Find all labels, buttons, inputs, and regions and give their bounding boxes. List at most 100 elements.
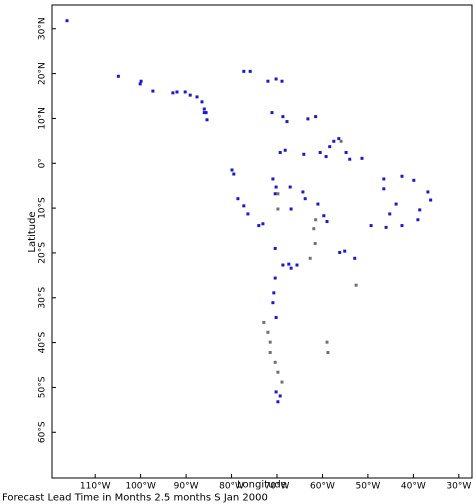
grid-point	[276, 192, 280, 196]
grid-point	[271, 177, 275, 181]
grid-point	[412, 178, 416, 182]
grid-point	[313, 242, 317, 246]
grid-point	[318, 151, 322, 155]
grid-point	[369, 224, 373, 228]
grid-point	[314, 218, 318, 222]
y-tick-label: 10°N	[38, 107, 48, 130]
x-tick-label: 40°W	[401, 482, 426, 492]
y-tick-label: 50°S	[38, 376, 48, 398]
grid-point	[283, 148, 287, 152]
y-tick-label: 30°S	[38, 287, 48, 309]
grid-point	[248, 69, 252, 73]
grid-point	[429, 198, 433, 202]
grid-point	[354, 283, 358, 287]
x-tick-label: 50°W	[355, 482, 380, 492]
x-tick-label: 60°W	[310, 482, 335, 492]
grid-point	[281, 115, 285, 119]
y-tick-label: 10°S	[38, 197, 48, 219]
grid-point	[348, 157, 352, 161]
y-axis-label: Latitude	[27, 211, 38, 252]
y-tick-label: 0°	[38, 158, 48, 168]
grid-point	[328, 145, 332, 149]
grid-point	[276, 207, 280, 211]
x-tick-label: 100°W	[125, 482, 156, 492]
y-tick-label: 20°N	[38, 62, 48, 85]
grid-point	[416, 218, 420, 222]
grid-point	[273, 276, 277, 280]
grid-point	[326, 350, 330, 354]
grid-point	[278, 151, 282, 155]
grid-point	[202, 111, 206, 115]
grid-point	[65, 19, 69, 23]
grid-point	[272, 291, 276, 295]
grid-point	[426, 190, 430, 194]
grid-point	[268, 340, 272, 344]
grid-point	[236, 197, 240, 201]
grid-point	[339, 139, 343, 143]
y-tick-label: 40°S	[38, 331, 48, 353]
grid-point	[344, 151, 348, 155]
grid-point	[280, 79, 284, 83]
x-tick-label: 70°W	[265, 482, 290, 492]
x-tick-label: 80°W	[219, 482, 244, 492]
grid-point	[266, 330, 270, 334]
grid-point	[274, 390, 278, 394]
grid-point	[242, 204, 246, 208]
grid-point	[324, 155, 328, 159]
grid-point	[266, 79, 270, 83]
grid-point	[139, 79, 143, 83]
x-tick-label: 90°W	[174, 482, 199, 492]
grid-point	[302, 152, 306, 156]
grid-point	[295, 263, 299, 267]
grid-point	[202, 107, 206, 111]
grid-point	[273, 360, 277, 364]
grid-point	[281, 263, 285, 267]
grid-point	[278, 394, 282, 398]
grid-point	[332, 139, 336, 143]
grid-point	[188, 93, 192, 97]
grid-point	[273, 192, 277, 196]
grid-point	[273, 246, 277, 250]
grid-point	[382, 187, 386, 191]
grid-point	[360, 156, 364, 160]
grid-point	[338, 250, 342, 254]
grid-point	[274, 315, 278, 319]
grid-point	[322, 214, 326, 218]
plot-frame	[51, 4, 473, 479]
grid-point	[388, 212, 392, 216]
grid-point	[325, 340, 329, 344]
grid-point	[200, 100, 204, 104]
grid-point	[289, 207, 293, 211]
grid-point	[303, 197, 307, 201]
grid-point	[394, 202, 398, 206]
grid-point	[343, 249, 347, 253]
grid-point	[337, 137, 341, 141]
grid-point	[384, 225, 388, 229]
grid-point	[205, 118, 209, 122]
y-tick-label: 20°S	[38, 242, 48, 264]
grid-point	[138, 82, 142, 86]
grid-point	[171, 91, 175, 95]
grid-point	[195, 95, 199, 99]
x-tick-label: 30°W	[446, 482, 471, 492]
grid-point	[308, 256, 312, 260]
grid-point	[289, 266, 293, 270]
grid-point	[325, 220, 329, 224]
grid-point	[418, 208, 422, 212]
grid-point	[257, 224, 261, 228]
grid-point	[261, 222, 265, 226]
grid-point	[246, 212, 250, 216]
grid-point	[353, 256, 357, 260]
y-tick-label: 30°N	[38, 17, 48, 40]
grid-point	[175, 90, 179, 94]
grid-point	[274, 185, 278, 189]
grid-point	[230, 168, 234, 172]
grid-point	[262, 320, 266, 324]
grid-point	[276, 370, 280, 374]
grid-point	[382, 177, 386, 181]
grid-point	[204, 111, 208, 115]
x-axis-label: Longitude	[237, 479, 287, 490]
grid-point	[312, 227, 316, 231]
grid-point	[151, 89, 155, 93]
